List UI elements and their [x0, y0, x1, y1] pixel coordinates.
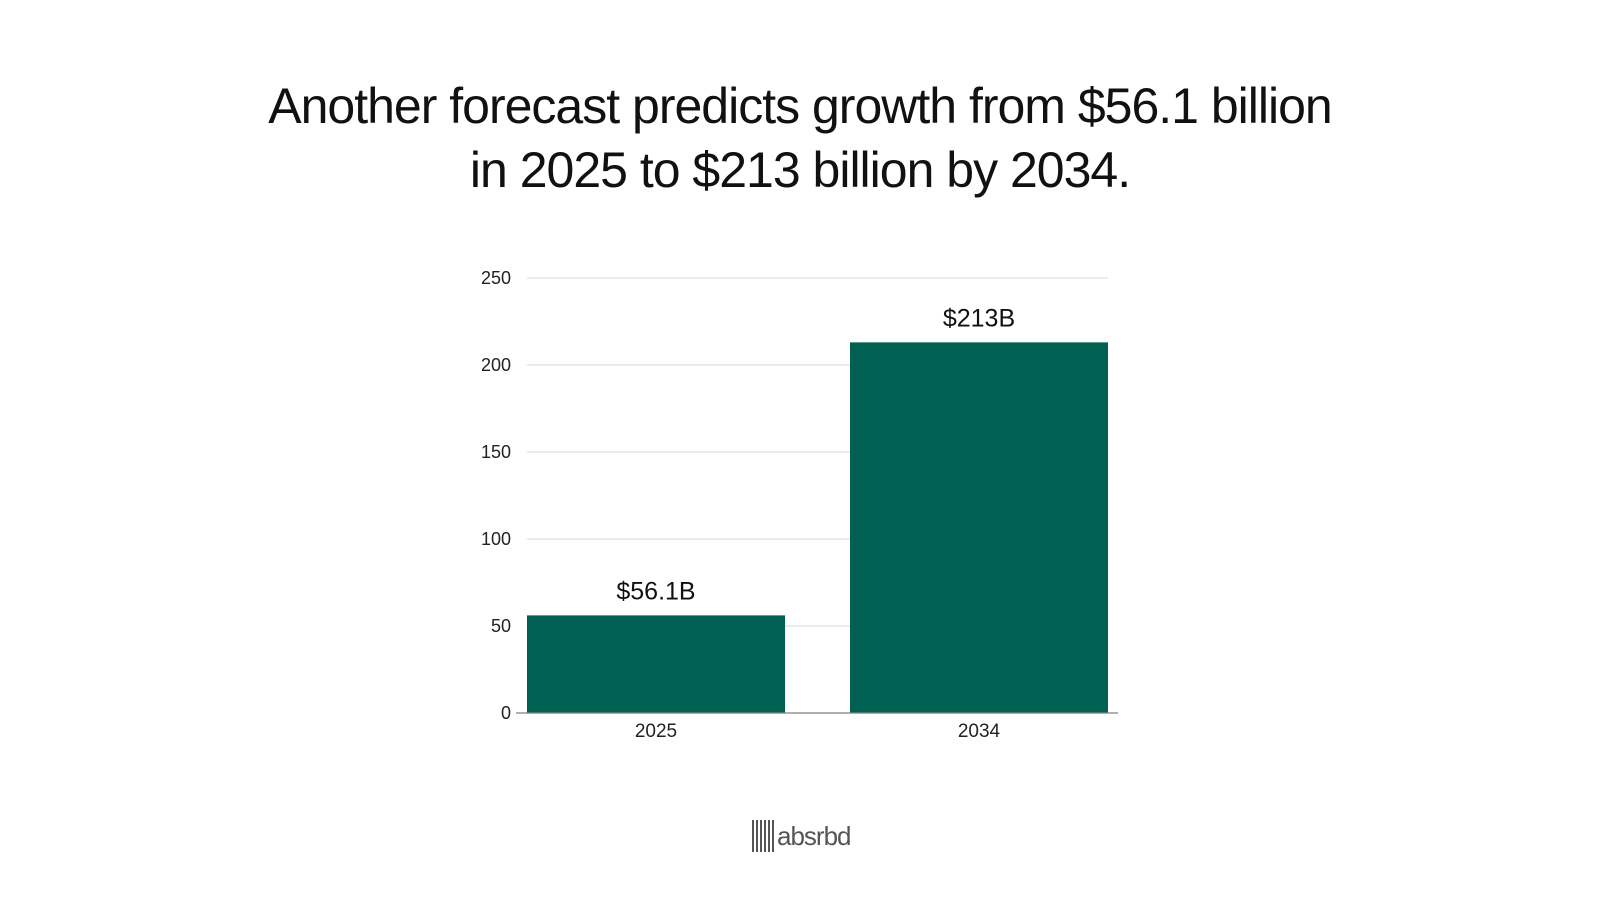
barcode-logo-icon [752, 820, 774, 852]
y-tick-label-50: 50 [491, 616, 511, 636]
x-axis-tick-labels: 2025 2034 [635, 721, 1001, 742]
page-title: Another forecast predicts growth from $5… [100, 74, 1500, 202]
bar-2025 [527, 615, 785, 713]
brand-name: absrbd [777, 821, 851, 851]
chart-bars [527, 342, 1108, 713]
headline-line-2: in 2025 to $213 billion by 2034. [469, 142, 1131, 198]
y-tick-label-100: 100 [481, 529, 511, 549]
data-label-2025: $56.1B [616, 577, 695, 605]
y-tick-label-250: 250 [481, 268, 511, 288]
x-tick-label-2034: 2034 [958, 721, 1001, 742]
y-tick-label-0: 0 [501, 703, 511, 723]
brand-logo: absrbd [752, 818, 851, 854]
bar-data-labels: $56.1B $213B [616, 304, 1015, 605]
data-label-2034: $213B [943, 304, 1015, 332]
y-axis-tick-labels: 0 50 100 150 200 250 [481, 268, 511, 723]
headline-line-1: Another forecast predicts growth from $5… [268, 78, 1332, 134]
bar-2034 [850, 342, 1108, 713]
y-tick-label-150: 150 [481, 442, 511, 462]
bar-chart: 0 50 100 150 200 250 $56.1B $213B 2025 2034 [481, 268, 1118, 742]
x-tick-label-2025: 2025 [635, 721, 677, 742]
y-tick-label-200: 200 [481, 355, 511, 375]
